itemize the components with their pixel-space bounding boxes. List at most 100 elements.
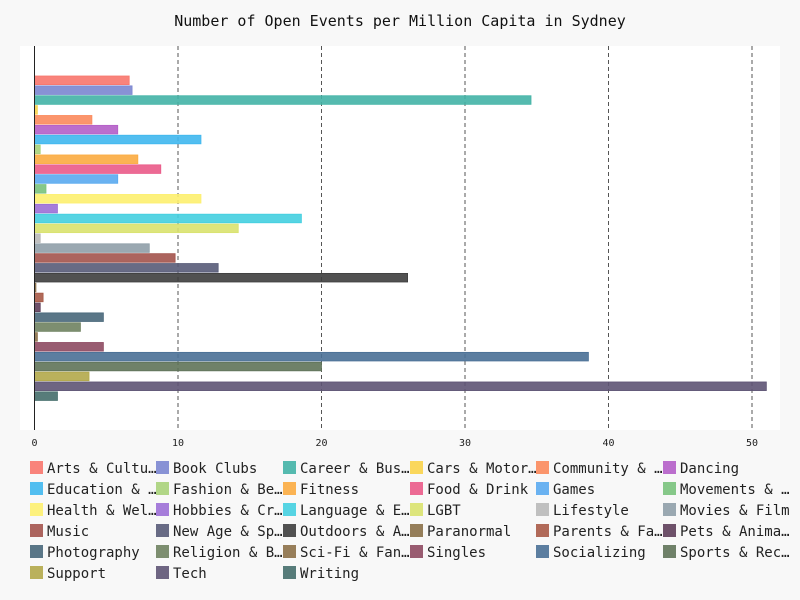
legend-label: Singles xyxy=(427,545,486,561)
legend-swatch xyxy=(156,482,169,495)
legend-swatch xyxy=(536,545,549,558)
x-axis-ticks: 0 10 20 30 40 50 xyxy=(31,438,758,449)
bar xyxy=(34,144,41,155)
legend-label: Movies & Film xyxy=(680,503,790,519)
legend-swatch xyxy=(30,566,43,579)
bar xyxy=(34,312,104,322)
bar xyxy=(34,292,44,303)
legend-label: Games xyxy=(553,482,595,498)
legend-label: Support xyxy=(47,566,106,582)
bar xyxy=(34,322,81,332)
legend-label: Cars & Motor… xyxy=(427,461,537,477)
bar xyxy=(34,253,176,263)
chart-title: Number of Open Events per Million Capita… xyxy=(174,12,626,30)
legend-label: Writing xyxy=(300,566,359,582)
legend-label: Music xyxy=(47,524,89,540)
legend-label: Movements & … xyxy=(680,482,790,498)
x-tick-label: 20 xyxy=(315,438,327,449)
legend-swatch xyxy=(410,524,423,537)
legend-swatch xyxy=(410,482,423,495)
legend-swatch xyxy=(663,503,676,516)
legend-swatch xyxy=(30,545,43,558)
legend-label: Dancing xyxy=(680,461,739,477)
legend-label: Outdoors & A… xyxy=(300,524,410,540)
legend-swatch xyxy=(30,482,43,495)
legend-label: LGBT xyxy=(427,503,461,519)
bar xyxy=(34,263,219,273)
legend-swatch xyxy=(283,524,296,537)
legend-label: Fitness xyxy=(300,482,359,498)
x-tick-label: 0 xyxy=(31,438,37,449)
legend-label: Sci-Fi & Fan… xyxy=(300,545,410,561)
legend-label: Paranormal xyxy=(427,524,511,540)
legend-label: Photography xyxy=(47,545,140,561)
legend-label: Career & Bus… xyxy=(300,461,410,477)
legend-swatch xyxy=(410,461,423,474)
legend-label: Language & E… xyxy=(300,503,410,519)
legend-label: Pets & Anima… xyxy=(680,524,790,540)
legend-swatch xyxy=(283,482,296,495)
legend-swatch xyxy=(156,566,169,579)
legend-swatch xyxy=(30,461,43,474)
bar xyxy=(34,233,41,243)
x-tick-label: 30 xyxy=(459,438,471,449)
legend-swatch xyxy=(283,503,296,516)
legend-label: Arts & Cultu… xyxy=(47,461,157,477)
legend-label: Health & Wel… xyxy=(47,503,157,519)
legend-swatch xyxy=(283,566,296,579)
x-tick-label: 40 xyxy=(602,438,614,449)
legend-label: Parents & Fa… xyxy=(553,524,663,540)
legend-label: Sports & Rec… xyxy=(680,545,790,561)
legend: Arts & Cultu… Book Clubs Career & Bus… Cars… xyxy=(30,461,790,582)
bar xyxy=(34,361,322,372)
legend-label: Hobbies & Cr… xyxy=(173,503,283,519)
legend-label: Tech xyxy=(173,566,207,582)
bar xyxy=(34,134,202,145)
legend-swatch xyxy=(536,461,549,474)
bar xyxy=(34,95,532,105)
bar xyxy=(34,75,130,86)
legend-label: Socializing xyxy=(553,545,646,561)
bar xyxy=(34,371,90,382)
legend-swatch xyxy=(30,503,43,516)
bar xyxy=(34,124,119,135)
bar xyxy=(34,272,409,283)
legend-label: Religion & B… xyxy=(173,545,283,561)
legend-swatch xyxy=(663,524,676,537)
bar xyxy=(34,174,119,184)
legend-label: New Age & Sp… xyxy=(173,524,283,540)
legend-label: Education & … xyxy=(47,482,157,498)
bar xyxy=(34,164,162,174)
bars xyxy=(34,75,767,401)
bar xyxy=(34,351,589,362)
legend-swatch xyxy=(283,545,296,558)
legend-swatch xyxy=(663,545,676,558)
bar xyxy=(34,194,202,204)
bar xyxy=(34,203,58,214)
legend-swatch xyxy=(410,503,423,516)
legend-swatch xyxy=(156,503,169,516)
bar xyxy=(34,391,58,401)
legend-swatch xyxy=(536,482,549,495)
legend-swatch xyxy=(156,545,169,558)
legend-label: Food & Drink xyxy=(427,482,529,498)
bar xyxy=(34,184,47,194)
x-tick-label: 50 xyxy=(746,438,758,449)
bar xyxy=(34,154,139,164)
legend-label: Book Clubs xyxy=(173,461,257,477)
legend-swatch xyxy=(410,545,423,558)
legend-label: Lifestyle xyxy=(553,503,629,519)
legend-label: Community & … xyxy=(553,461,663,477)
gridlines xyxy=(177,46,753,430)
bar xyxy=(34,302,41,313)
bar xyxy=(34,213,302,224)
legend-swatch xyxy=(536,524,549,537)
legend-label: Fashion & Be… xyxy=(173,482,283,498)
legend-swatch xyxy=(156,524,169,537)
legend-swatch xyxy=(283,461,296,474)
bar xyxy=(34,85,133,95)
x-tick-label: 10 xyxy=(172,438,184,449)
legend-swatch xyxy=(156,461,169,474)
legend-swatch xyxy=(536,503,549,516)
